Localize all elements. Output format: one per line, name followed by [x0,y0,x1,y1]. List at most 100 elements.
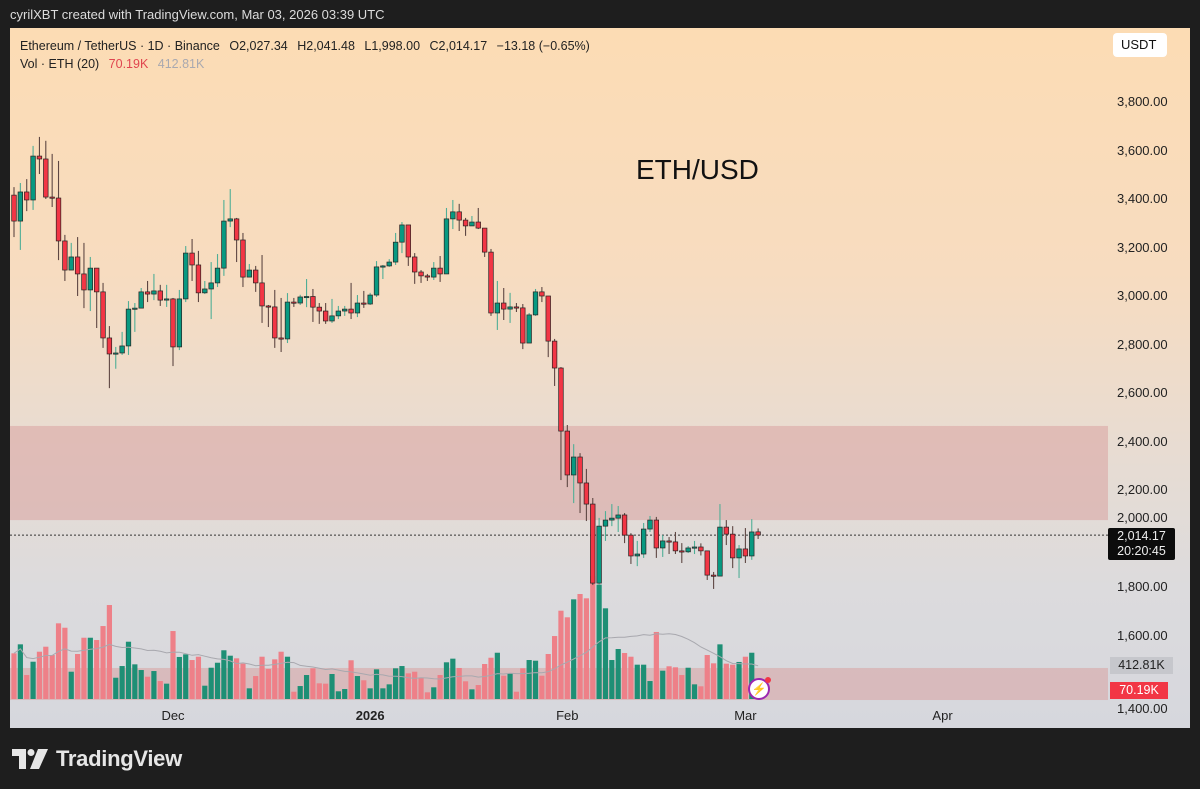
candle[interactable] [246,263,252,278]
symbol-title[interactable]: Ethereum / TetherUS · 1D · Binance [20,39,220,53]
candle[interactable] [157,284,163,306]
candle[interactable] [532,288,539,316]
candle[interactable] [170,297,176,367]
candle[interactable] [214,254,221,288]
candle[interactable] [634,540,640,567]
candle[interactable] [424,273,431,281]
candle[interactable] [259,255,265,323]
candle[interactable] [640,522,647,558]
candle[interactable] [106,326,113,389]
candle[interactable] [749,519,755,560]
candle[interactable] [418,270,424,283]
candle[interactable] [685,546,691,554]
price-zone-0[interactable] [10,425,1108,521]
candle[interactable] [303,279,310,308]
candle[interactable] [354,295,361,318]
candle[interactable] [132,303,138,332]
candle[interactable] [335,305,342,320]
candle[interactable] [621,513,628,544]
candle[interactable] [475,207,481,230]
candle[interactable] [704,550,710,580]
candle[interactable] [698,543,704,556]
candle[interactable] [284,293,291,344]
candle[interactable] [221,199,227,276]
candle[interactable] [551,338,558,386]
candle[interactable] [36,136,43,175]
candle[interactable] [666,537,672,555]
candle[interactable] [125,301,132,355]
candle[interactable] [119,331,125,355]
candle[interactable] [265,304,272,328]
candle[interactable] [736,545,742,579]
candle[interactable] [660,535,666,557]
candle[interactable] [113,346,119,369]
candle[interactable] [571,444,577,504]
candle[interactable] [202,280,208,295]
candle[interactable] [151,273,157,301]
candle[interactable] [615,506,621,532]
candle[interactable] [481,227,488,257]
candle[interactable] [691,540,698,555]
candle[interactable] [367,292,373,305]
candle[interactable] [144,280,151,303]
candle[interactable] [755,528,761,539]
candle[interactable] [488,248,494,316]
candle[interactable] [81,242,87,309]
candle[interactable] [361,290,367,308]
candle[interactable] [628,533,634,564]
candle[interactable] [450,199,456,230]
candle[interactable] [297,294,303,305]
candle[interactable] [494,280,501,330]
candle[interactable] [730,526,736,569]
candle[interactable] [507,292,513,323]
candle[interactable] [310,288,316,322]
candle[interactable] [316,303,322,324]
candle[interactable] [183,246,189,303]
candle[interactable] [62,234,68,281]
candle[interactable] [501,287,507,321]
candle[interactable] [386,259,392,267]
candle[interactable] [208,262,214,320]
candle[interactable] [520,304,526,350]
candle[interactable] [443,207,450,275]
candle[interactable] [672,531,679,555]
candle[interactable] [431,262,437,280]
candle[interactable] [539,287,545,303]
volume-indicator-label[interactable]: Vol · ETH (20) [20,57,100,71]
candle[interactable] [322,303,329,324]
candle[interactable] [412,253,418,284]
candle[interactable] [227,189,233,228]
candle[interactable] [679,543,685,563]
currency-button[interactable]: USDT [1113,33,1167,57]
candle[interactable] [647,515,653,532]
candle[interactable] [710,571,717,589]
candle[interactable] [49,153,55,208]
candle[interactable] [291,297,297,307]
candle[interactable] [380,264,386,280]
candle[interactable] [176,289,183,351]
candle[interactable] [596,517,602,586]
candle[interactable] [189,239,195,281]
candle[interactable] [564,425,570,488]
candle[interactable] [240,232,246,288]
candle[interactable] [17,182,24,250]
candle[interactable] [602,511,609,541]
candle[interactable] [30,145,36,210]
candle[interactable] [526,312,532,344]
candle[interactable] [399,222,405,254]
candle[interactable] [405,224,411,266]
candle[interactable] [24,179,30,212]
candle[interactable] [373,261,380,297]
candle[interactable] [462,217,469,236]
candle[interactable] [609,504,615,527]
candle[interactable] [94,267,100,329]
candle[interactable] [278,297,284,353]
candle[interactable] [272,289,278,348]
candle[interactable] [233,217,240,263]
candle[interactable] [163,284,170,307]
candle[interactable] [74,237,81,296]
candle[interactable] [742,528,749,563]
candle[interactable] [11,187,17,238]
candle[interactable] [437,255,443,282]
